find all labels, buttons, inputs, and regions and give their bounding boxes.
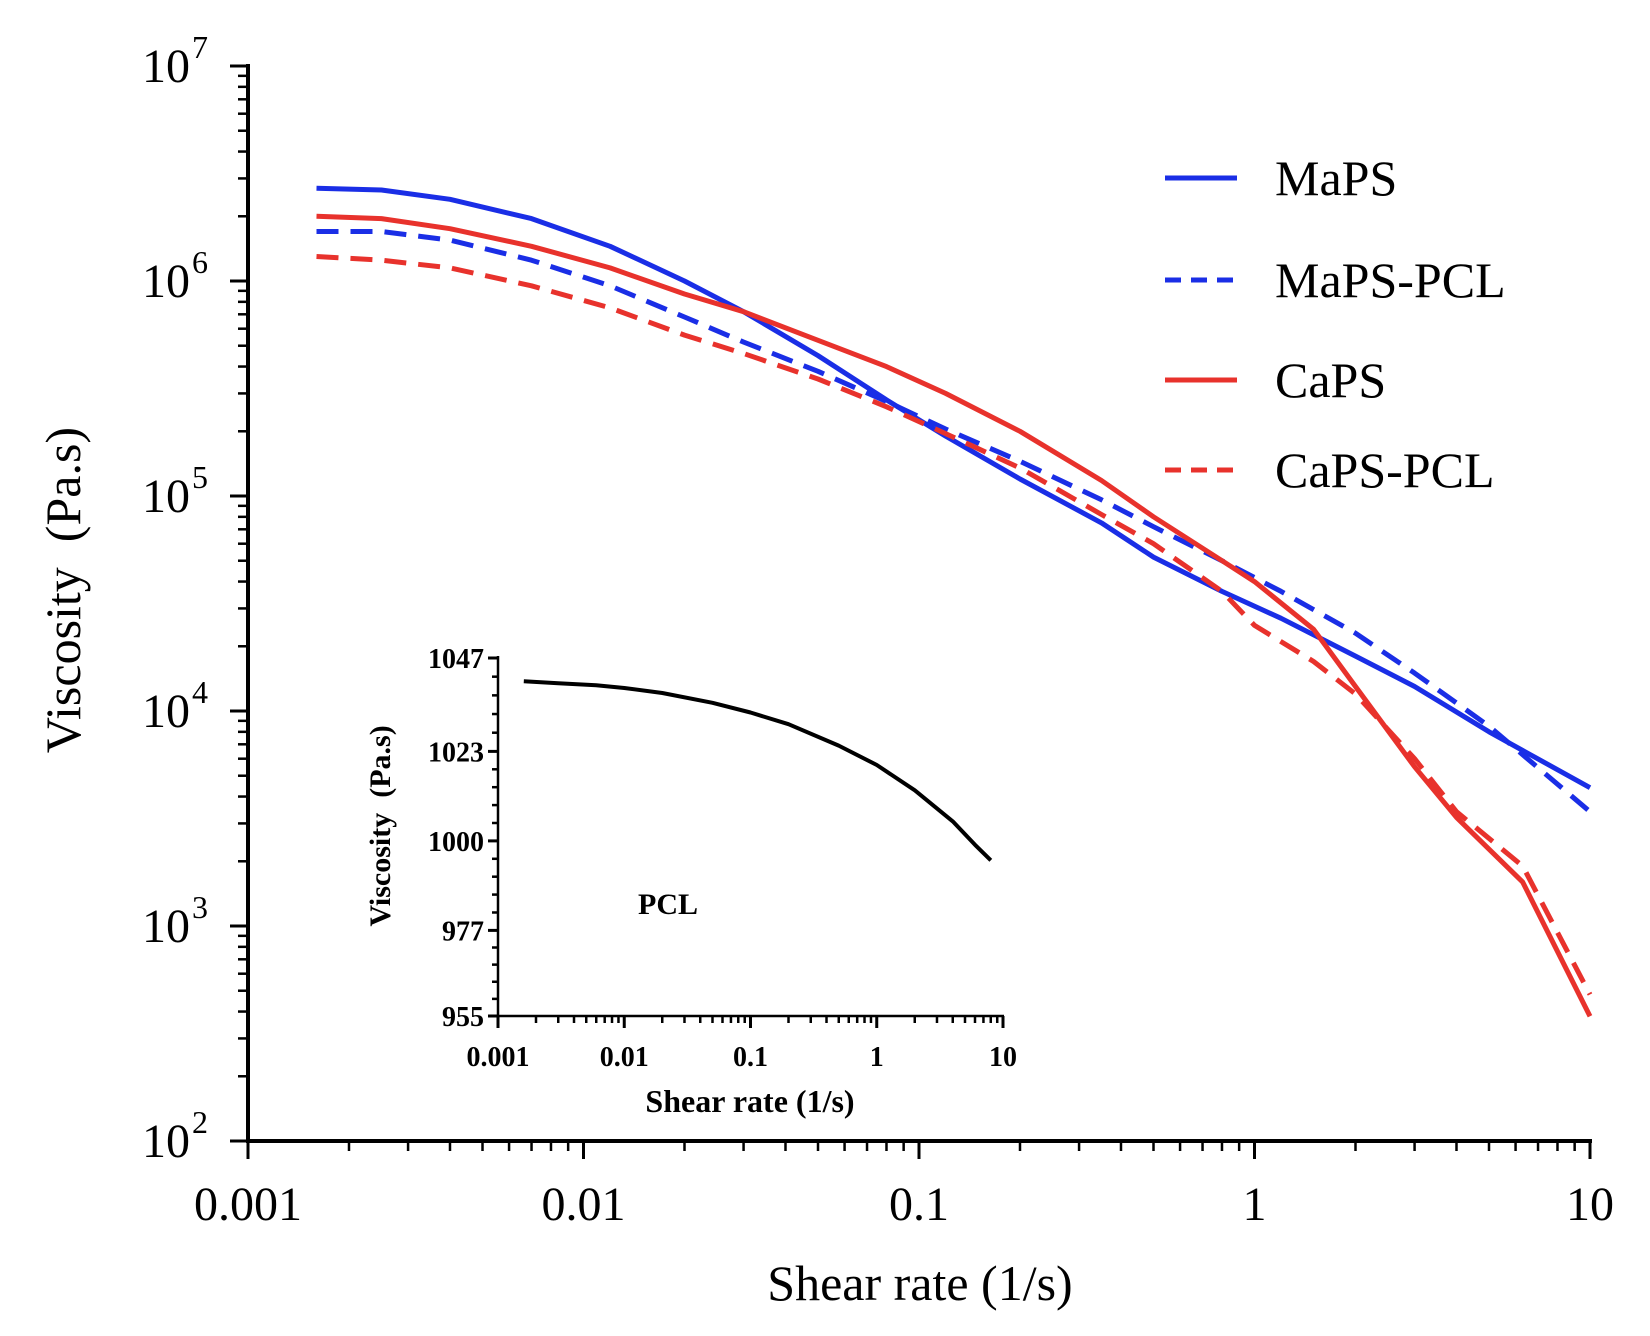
series-line-caps-pcl (316, 254, 1593, 996)
main-y-tick-label: 107 (142, 29, 208, 93)
main-x-axis-label: Shear rate (1/s) (767, 1255, 1072, 1311)
inset-y-tick-label: 1023 (428, 737, 484, 768)
main-y-tick-label: 103 (142, 889, 208, 953)
inset-x-tick-label: 0.001 (467, 1042, 530, 1073)
inset-series-line-pcl (523, 679, 993, 862)
legend-label-caps-pcl: CaPS-PCL (1275, 442, 1495, 498)
legend-label-caps: CaPS (1275, 352, 1386, 408)
inset-y-tick-label: 1047 (428, 644, 484, 675)
inset-x-tick-label: 10 (989, 1042, 1017, 1073)
main-y-axis-label: Viscosity (Pa.s) (35, 427, 91, 753)
inset-axes: 0.001 0.01 0.1 1 10 955 977 1000 1023 1047 (428, 644, 1017, 1073)
main-x-tick-label: 1 (1243, 1178, 1267, 1231)
main-x-tick-label: 0.01 (542, 1178, 626, 1231)
main-axes: 0.001 0.01 0.1 1 10 102 103 104 105 106 107 (142, 29, 1614, 1231)
main-series-lines (316, 185, 1593, 1018)
main-x-tick-label: 0.001 (194, 1178, 302, 1231)
series-line-caps (316, 213, 1593, 1018)
inset-annotation-pcl: PCL (638, 888, 698, 921)
inset-y-tick-label: 977 (442, 916, 484, 947)
main-x-tick-label: 10 (1566, 1178, 1614, 1231)
legend: MaPS MaPS-PCL CaPS CaPS-PCL (1165, 150, 1506, 498)
main-y-tick-label: 105 (142, 459, 208, 523)
inset-x-tick-label: 0.1 (733, 1042, 768, 1073)
legend-label-maps-pcl: MaPS-PCL (1275, 252, 1506, 308)
series-line-maps-pcl (316, 229, 1592, 814)
inset-chart: 0.001 0.01 0.1 1 10 955 977 1000 1023 1047 PCL Sh… (364, 644, 1017, 1119)
main-y-tick-label: 102 (142, 1104, 208, 1168)
inset-y-tick-label: 1000 (428, 827, 484, 858)
main-chart: 0.001 0.01 0.1 1 10 102 103 104 105 106 107 Shear … (35, 29, 1614, 1311)
inset-x-tick-label: 1 (870, 1042, 884, 1073)
inset-series-lines (523, 679, 993, 862)
inset-x-tick-label: 0.01 (600, 1042, 649, 1073)
main-y-tick-label: 104 (142, 674, 208, 738)
inset-y-axis-label: Viscosity (Pa.s) (364, 725, 397, 926)
main-x-tick-label: 0.1 (889, 1178, 949, 1231)
legend-label-maps: MaPS (1275, 150, 1397, 206)
inset-x-axis-label: Shear rate (1/s) (645, 1083, 854, 1119)
inset-y-tick-label: 955 (442, 1002, 484, 1033)
main-y-tick-label: 106 (142, 244, 208, 308)
